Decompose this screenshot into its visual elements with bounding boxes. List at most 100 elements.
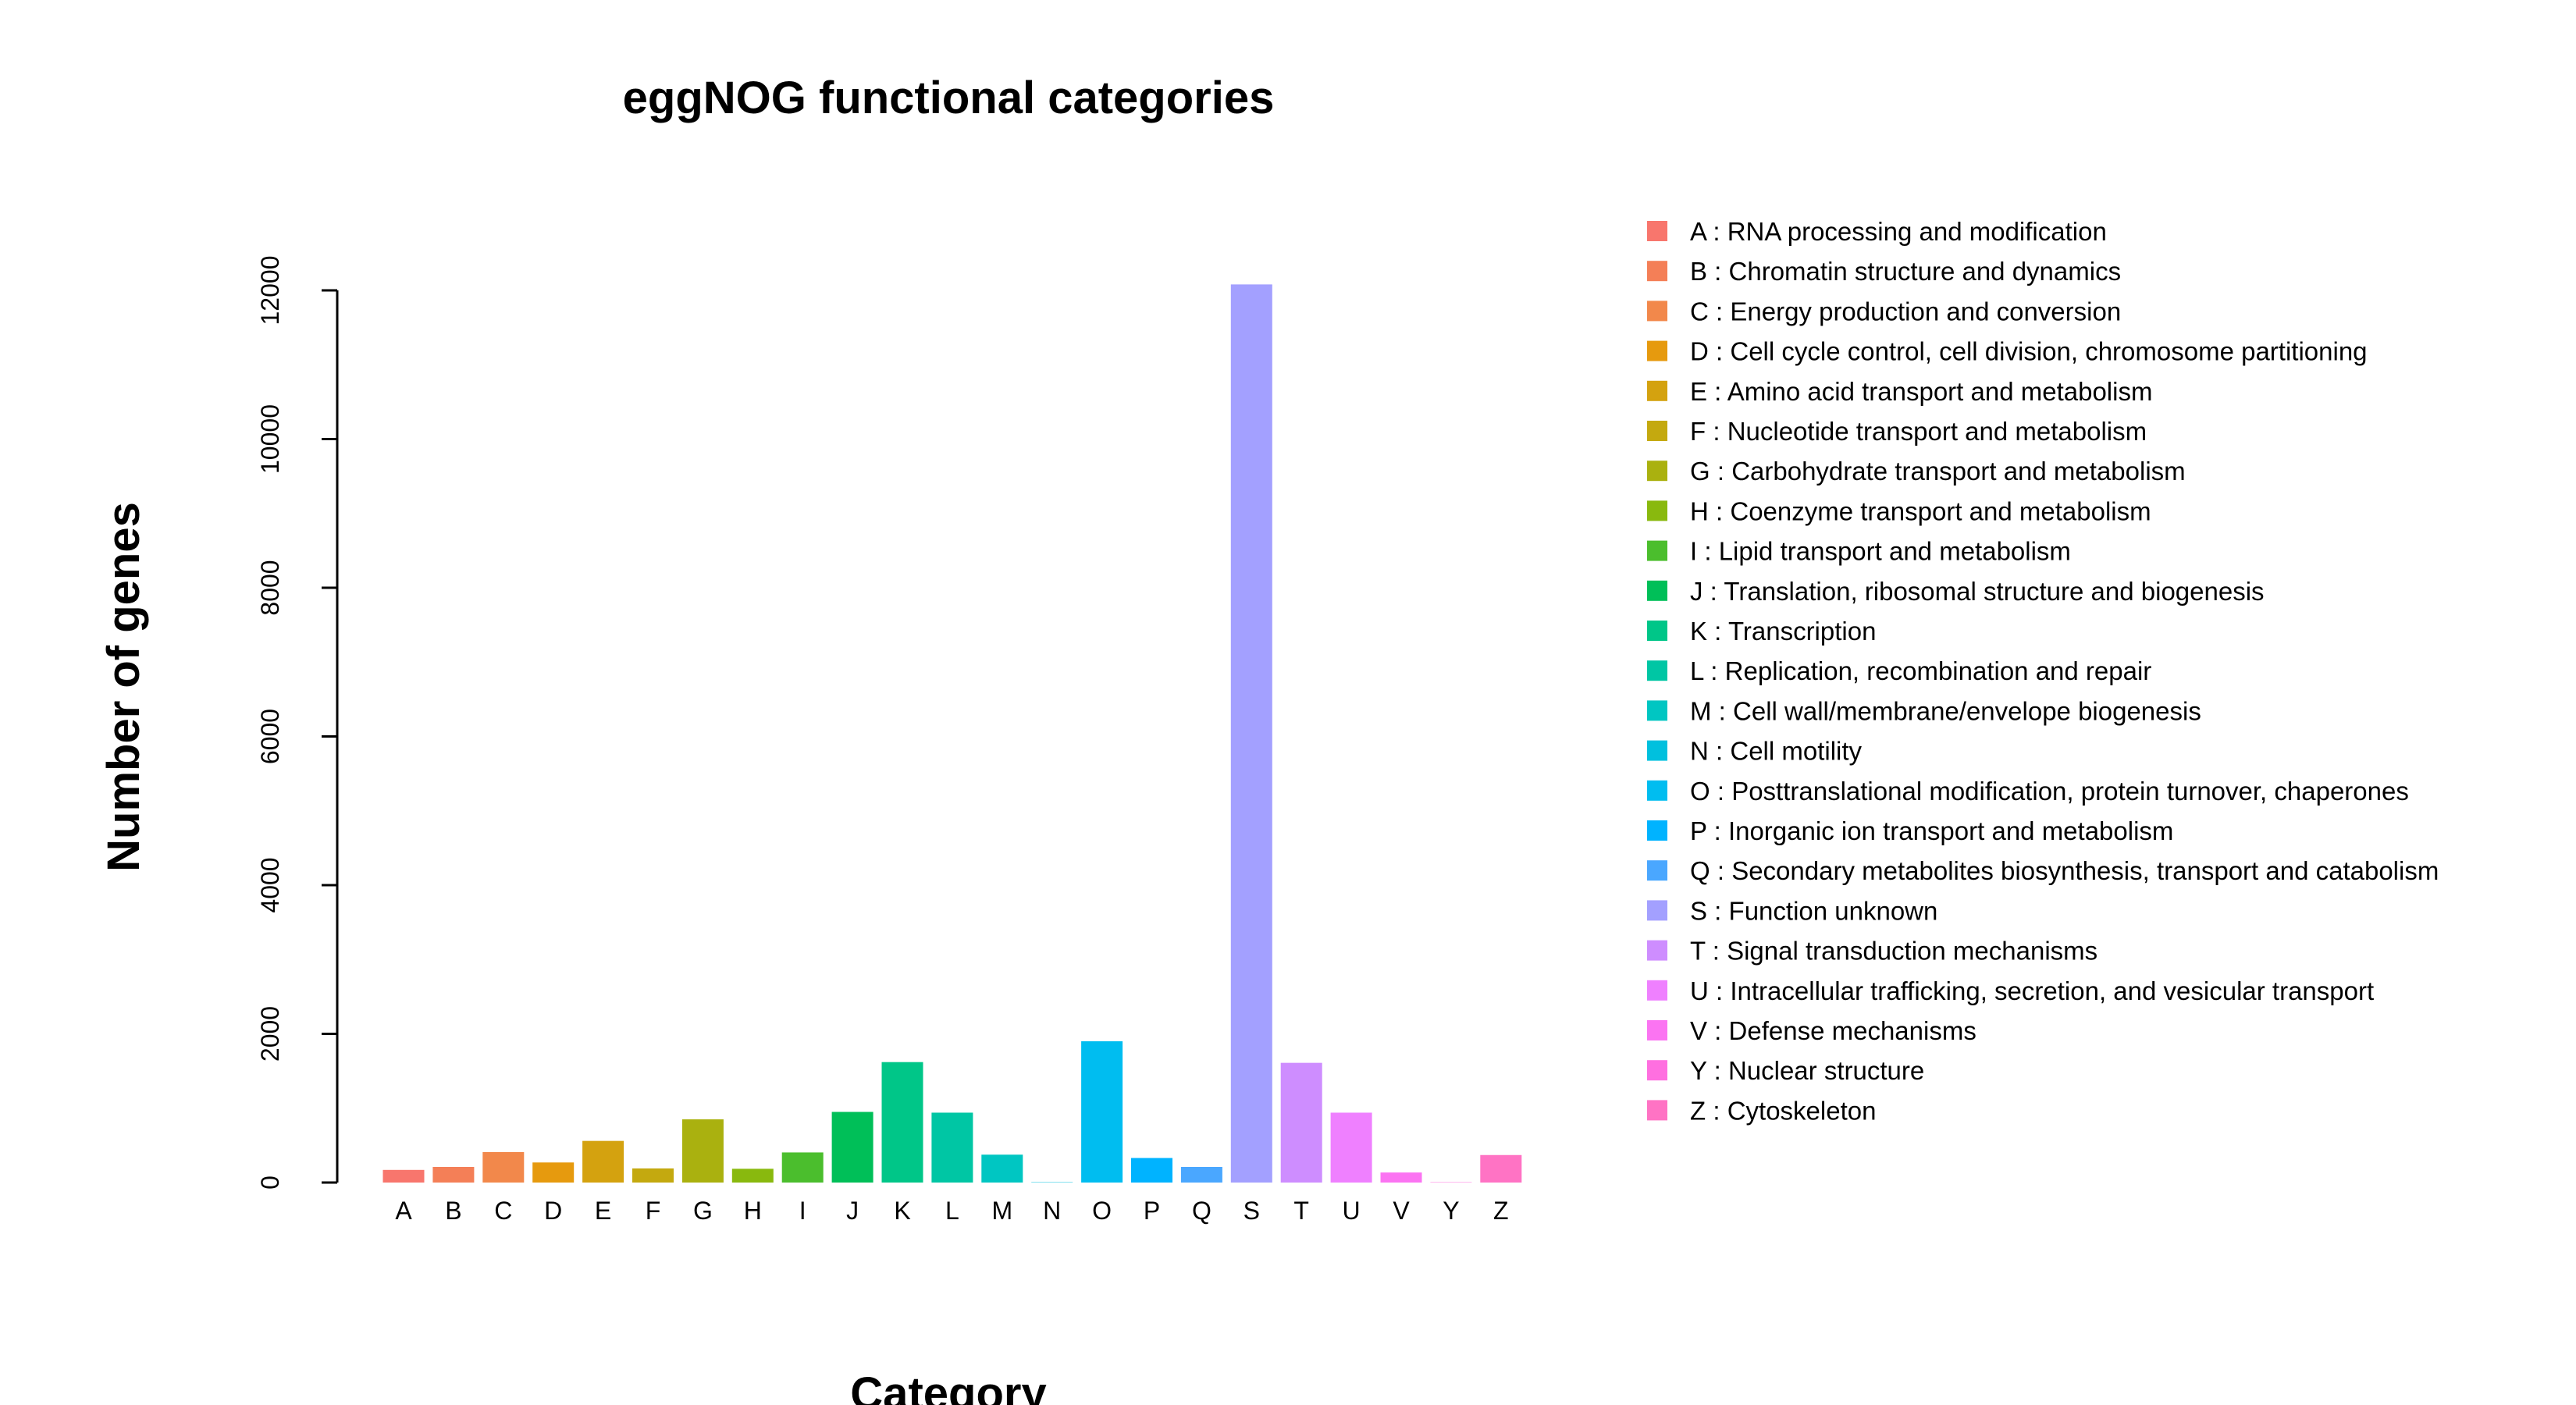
legend-code: I	[1690, 537, 1697, 566]
legend-label: Function unknown	[1729, 896, 1938, 925]
legend-label: Lipid transport and metabolism	[1719, 537, 2071, 566]
legend-swatch-Y	[1647, 1060, 1667, 1081]
legend-separator: :	[1709, 496, 1731, 525]
x-tick-label-H: H	[744, 1197, 762, 1225]
legend-entry-A: A : RNA processing and modification	[1690, 217, 2107, 246]
bar-I	[781, 1152, 824, 1183]
legend-separator: :	[1706, 1056, 1728, 1085]
x-tick-label-P: P	[1144, 1197, 1160, 1225]
legend-entry-Z: Z : Cytoskeleton	[1690, 1096, 1876, 1125]
legend-swatch-K	[1647, 621, 1667, 641]
legend-code: N	[1690, 737, 1709, 766]
legend-code: P	[1690, 816, 1706, 845]
legend-separator: :	[1710, 457, 1732, 486]
legend-code: T	[1690, 937, 1706, 966]
x-tick-label-J: J	[846, 1197, 859, 1225]
legend-entry-K: K : Transcription	[1690, 617, 1876, 646]
legend-code: S	[1690, 896, 1707, 925]
legend-swatch-U	[1647, 980, 1667, 1001]
legend-swatch-H	[1647, 500, 1667, 521]
legend-swatch-I	[1647, 540, 1667, 561]
legend-entry-C: C : Energy production and conversion	[1690, 297, 2121, 325]
legend-separator: :	[1709, 976, 1731, 1005]
legend-code: E	[1690, 377, 1707, 406]
legend-separator: :	[1712, 696, 1734, 725]
x-tick-label-D: D	[544, 1197, 562, 1225]
bar-K	[881, 1062, 923, 1183]
legend-label: RNA processing and modification	[1727, 217, 2107, 246]
legend-separator: :	[1703, 656, 1725, 685]
legend-swatch-A	[1647, 221, 1667, 241]
legend-label: Energy production and conversion	[1730, 297, 2121, 325]
legend-entry-G: G : Carbohydrate transport and metabolis…	[1690, 457, 2186, 486]
bar-C	[482, 1151, 525, 1183]
legend-entry-V: V : Defense mechanisms	[1690, 1016, 1976, 1045]
y-tick-label: 0	[256, 1176, 284, 1190]
bar-V	[1380, 1172, 1422, 1183]
x-tick-label-N: N	[1043, 1197, 1061, 1225]
bar-J	[831, 1112, 873, 1183]
y-axis-title: Number of genes	[98, 502, 149, 872]
legend-separator: :	[1707, 1016, 1729, 1045]
legend-separator: :	[1710, 777, 1732, 806]
legend: A : RNA processing and modification B : C…	[1647, 217, 2439, 1125]
x-tick-label-A: A	[395, 1197, 412, 1225]
bar-M	[981, 1154, 1023, 1183]
legend-entry-Q: Q : Secondary metabolites biosynthesis, …	[1690, 856, 2439, 885]
x-tick-label-Q: Q	[1192, 1197, 1212, 1225]
legend-code: V	[1690, 1016, 1707, 1045]
legend-entry-E: E : Amino acid transport and metabolism	[1690, 377, 2152, 406]
y-tick-label: 12000	[256, 256, 284, 325]
legend-entry-P: P : Inorganic ion transport and metaboli…	[1690, 816, 2173, 845]
y-tick-label: 6000	[256, 709, 284, 764]
legend-label: Transcription	[1728, 617, 1877, 646]
y-tick-label: 8000	[256, 560, 284, 615]
x-tick-label-V: V	[1393, 1197, 1410, 1225]
y-axis: 0 2000 4000 6000 8000 10000 12000	[256, 256, 339, 1190]
legend-code: O	[1690, 777, 1710, 806]
x-tick-label-C: C	[494, 1197, 512, 1225]
legend-separator: :	[1710, 856, 1732, 885]
bar-B	[432, 1166, 475, 1183]
x-tick-label-K: K	[894, 1197, 910, 1225]
legend-entry-H: H : Coenzyme transport and metabolism	[1690, 496, 2151, 525]
y-tick-label: 4000	[256, 857, 284, 912]
legend-separator: :	[1707, 257, 1729, 286]
x-tick-label-L: L	[945, 1197, 959, 1225]
legend-swatch-L	[1647, 660, 1667, 681]
legend-swatch-D	[1647, 340, 1667, 361]
legend-label: Cytoskeleton	[1727, 1096, 1877, 1125]
x-tick-label-O: O	[1092, 1197, 1112, 1225]
legend-separator: :	[1706, 816, 1728, 845]
legend-separator: :	[1709, 297, 1731, 325]
x-tick-label-S: S	[1244, 1197, 1260, 1225]
legend-separator: :	[1697, 537, 1719, 566]
legend-entry-B: B : Chromatin structure and dynamics	[1690, 257, 2121, 286]
legend-swatch-N	[1647, 740, 1667, 761]
legend-swatch-M	[1647, 700, 1667, 721]
legend-label: Translation, ribosomal structure and bio…	[1724, 577, 2264, 606]
legend-label: Nuclear structure	[1728, 1056, 1924, 1085]
legend-entry-O: O : Posttranslational modification, prot…	[1690, 777, 2409, 806]
x-tick-label-M: M	[991, 1197, 1012, 1225]
bar-G	[681, 1119, 724, 1183]
legend-code: H	[1690, 496, 1709, 525]
legend-entry-F: F : Nucleotide transport and metabolism	[1690, 417, 2147, 446]
legend-separator: :	[1706, 417, 1727, 446]
legend-label: Intracellular trafficking, secretion, an…	[1730, 976, 2374, 1005]
legend-code: U	[1690, 976, 1709, 1005]
legend-label: Chromatin structure and dynamics	[1729, 257, 2122, 286]
bar-H	[731, 1168, 774, 1183]
legend-code: F	[1690, 417, 1706, 446]
legend-label: Cell wall/membrane/envelope biogenesis	[1733, 696, 2201, 725]
x-tick-label-E: E	[595, 1197, 611, 1225]
legend-code: Z	[1690, 1096, 1706, 1125]
legend-swatch-F	[1647, 421, 1667, 441]
legend-separator: :	[1709, 737, 1731, 766]
bar-S	[1230, 284, 1272, 1183]
bar-O	[1081, 1041, 1123, 1183]
legend-code: Y	[1690, 1056, 1707, 1085]
x-axis-title: Category	[850, 1368, 1046, 1405]
legend-swatch-Q	[1647, 860, 1667, 881]
legend-swatch-O	[1647, 780, 1667, 801]
